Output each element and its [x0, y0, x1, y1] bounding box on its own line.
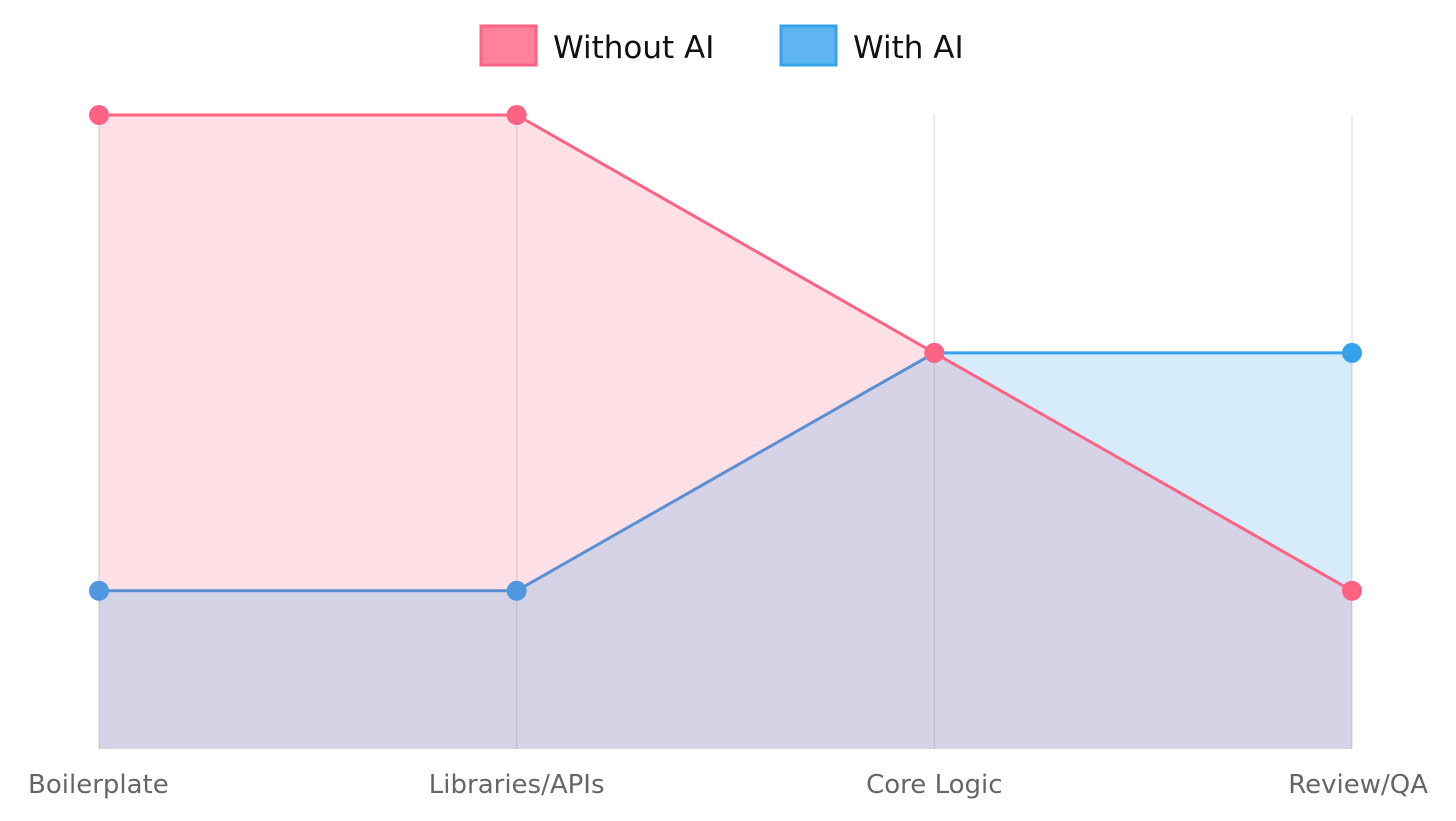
point-with-ai-review-qa[interactable] [1342, 342, 1362, 363]
point-without-ai-review-qa[interactable] [1342, 580, 1362, 601]
x-tick-label-core-logic: Core Logic [866, 770, 1002, 800]
point-with-ai-libraries-apis[interactable] [506, 580, 527, 601]
gridlines [98, 115, 1353, 749]
point-without-ai-core-logic[interactable] [924, 342, 945, 363]
legend-label-without-ai: Without AI [553, 30, 714, 66]
line-segment-without-ai-2 [932, 351, 1354, 593]
point-with-ai-boilerplate[interactable] [89, 580, 109, 601]
line-segment-without-ai-1 [515, 113, 936, 355]
x-axis-tick-labels: Boilerplate Libraries/APIs Core Logic Revie… [28, 770, 1428, 800]
legend-item-without-ai[interactable]: Without AI [479, 24, 714, 67]
x-tick-label-review-qa: Review/QA [1288, 770, 1428, 800]
legend-label-with-ai: With AI [853, 30, 964, 66]
point-without-ai-libraries-apis[interactable] [506, 105, 527, 125]
point-without-ai-boilerplate[interactable] [89, 105, 109, 125]
legend-swatch-without-ai [479, 24, 538, 67]
legend-item-with-ai[interactable]: With AI [779, 24, 964, 67]
data-points [89, 105, 1362, 601]
x-tick-label-libraries-apis: Libraries/APIs [429, 770, 605, 800]
series-lines [97, 113, 1354, 593]
line-segment-with-ai-1 [515, 351, 936, 593]
legend-swatch-with-ai [779, 24, 838, 67]
series-areas [99, 115, 1352, 749]
area-fill-with-ai [99, 352, 1352, 749]
legend: Without AI With AI [479, 24, 964, 67]
x-tick-label-boilerplate: Boilerplate [28, 770, 169, 800]
